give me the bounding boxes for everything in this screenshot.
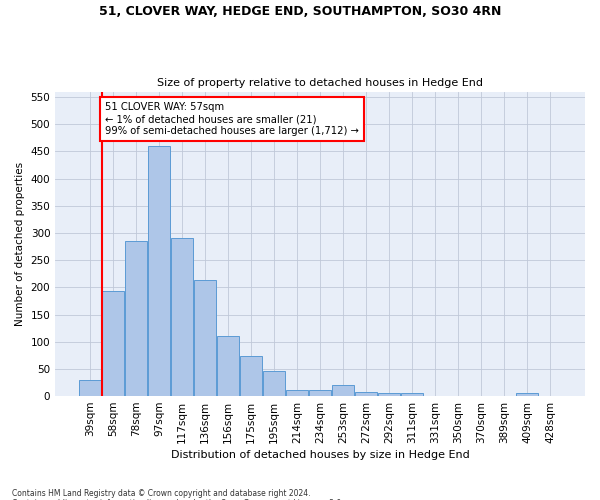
Bar <box>401 394 423 396</box>
X-axis label: Distribution of detached houses by size in Hedge End: Distribution of detached houses by size … <box>171 450 469 460</box>
Y-axis label: Number of detached properties: Number of detached properties <box>15 162 25 326</box>
Bar <box>79 380 101 396</box>
Bar <box>148 146 170 396</box>
Text: 51 CLOVER WAY: 57sqm
← 1% of detached houses are smaller (21)
99% of semi-detach: 51 CLOVER WAY: 57sqm ← 1% of detached ho… <box>105 102 359 136</box>
Bar <box>516 394 538 396</box>
Bar <box>217 336 239 396</box>
Bar <box>102 291 124 396</box>
Bar <box>240 356 262 396</box>
Text: Contains HM Land Registry data © Crown copyright and database right 2024.: Contains HM Land Registry data © Crown c… <box>12 488 311 498</box>
Bar <box>309 390 331 396</box>
Bar <box>125 241 147 396</box>
Text: Contains public sector information licensed under the Open Government Licence v3: Contains public sector information licen… <box>12 498 344 500</box>
Bar <box>263 371 285 396</box>
Title: Size of property relative to detached houses in Hedge End: Size of property relative to detached ho… <box>157 78 483 88</box>
Bar <box>378 393 400 396</box>
Bar <box>355 392 377 396</box>
Bar <box>286 390 308 396</box>
Bar <box>194 280 216 396</box>
Bar <box>171 238 193 396</box>
Text: 51, CLOVER WAY, HEDGE END, SOUTHAMPTON, SO30 4RN: 51, CLOVER WAY, HEDGE END, SOUTHAMPTON, … <box>99 5 501 18</box>
Bar <box>332 385 354 396</box>
